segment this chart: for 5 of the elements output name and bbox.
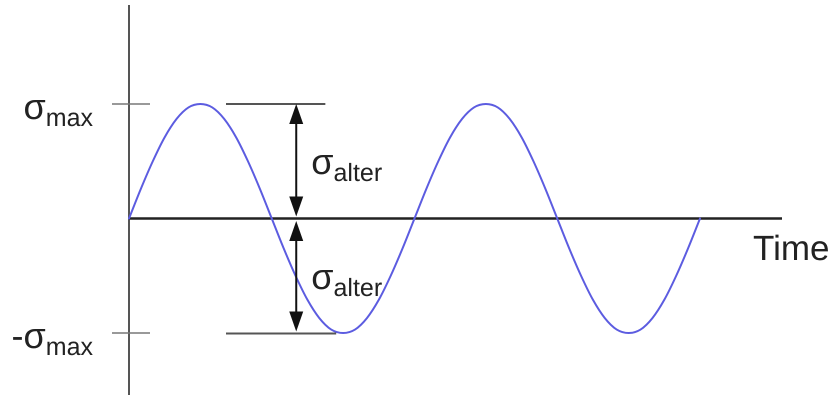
x-axis-title: Time: [753, 228, 830, 268]
text: σ$_{max}$: [24, 86, 93, 132]
annotation: σ$_{alter}$: [311, 141, 382, 188]
text: -σ$_{max}$: [12, 315, 93, 361]
annotation: σ$_{alter}$: [311, 256, 382, 302]
